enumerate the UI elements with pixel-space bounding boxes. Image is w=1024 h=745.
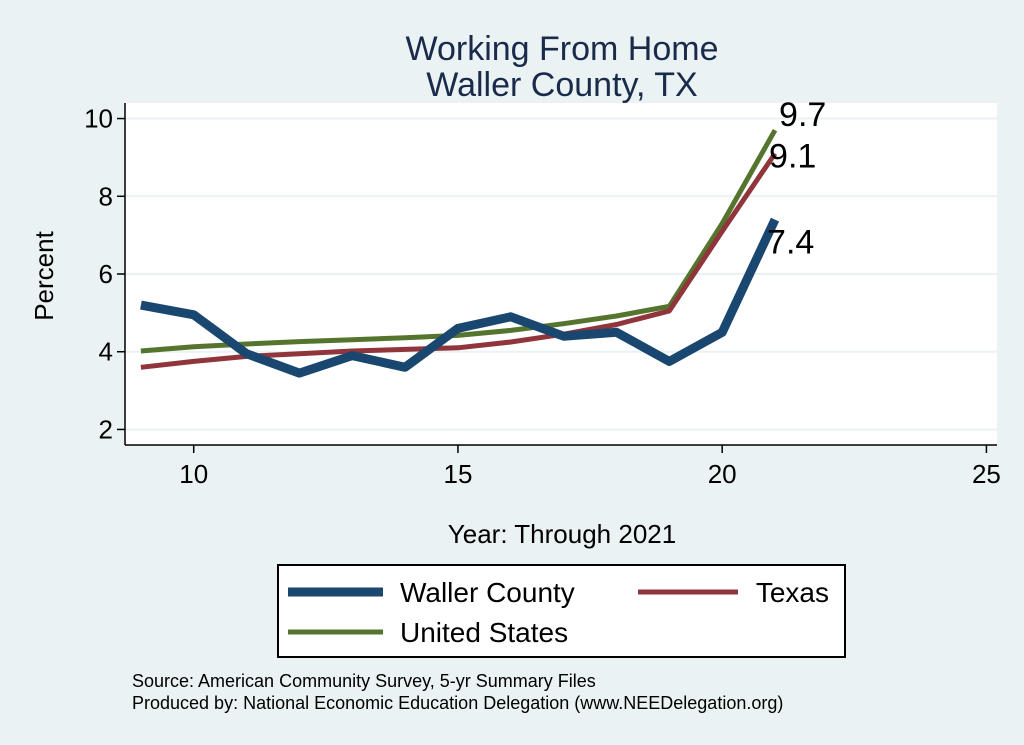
legend: Waller County Texas United States — [277, 564, 846, 658]
series-lines — [140, 128, 780, 378]
x-tick-label: 20 — [708, 459, 737, 489]
legend-box — [277, 564, 846, 658]
series-line-united-states — [140, 128, 778, 354]
end-label-waller-county: 7.4 — [767, 224, 814, 262]
y-axis: 2 4 6 8 10 — [84, 103, 126, 445]
legend-label-united-states: United States — [400, 617, 568, 648]
y-tick-label: 4 — [99, 337, 113, 367]
y-tick-label: 8 — [99, 181, 113, 211]
producer-note: Produced by: National Economic Education… — [132, 693, 783, 713]
gridlines — [125, 117, 997, 431]
chart-title-line-1: Working From Home — [406, 30, 719, 68]
x-tick-label: 15 — [443, 459, 472, 489]
source-note: Source: American Community Survey, 5-yr … — [132, 671, 596, 691]
x-tick-label: 10 — [179, 459, 208, 489]
y-tick-label: 6 — [99, 259, 113, 289]
end-labels: 7.4 9.1 9.7 — [767, 96, 826, 261]
legend-label-texas: Texas — [756, 577, 829, 608]
end-label-texas: 9.1 — [769, 138, 816, 176]
y-tick-label: 10 — [84, 104, 113, 134]
y-axis-label: Percent — [29, 230, 59, 320]
end-label-united-states: 9.7 — [779, 96, 826, 134]
legend-label-waller-county: Waller County — [400, 577, 575, 608]
y-tick-label: 2 — [99, 414, 113, 444]
x-tick-label: 25 — [972, 459, 1001, 489]
chart-title-line-2: Waller County, TX — [426, 66, 697, 104]
x-axis-label: Year: Through 2021 — [448, 519, 676, 549]
series-line-waller-county — [140, 217, 780, 378]
x-axis: 10 15 20 25 — [125, 444, 1001, 489]
